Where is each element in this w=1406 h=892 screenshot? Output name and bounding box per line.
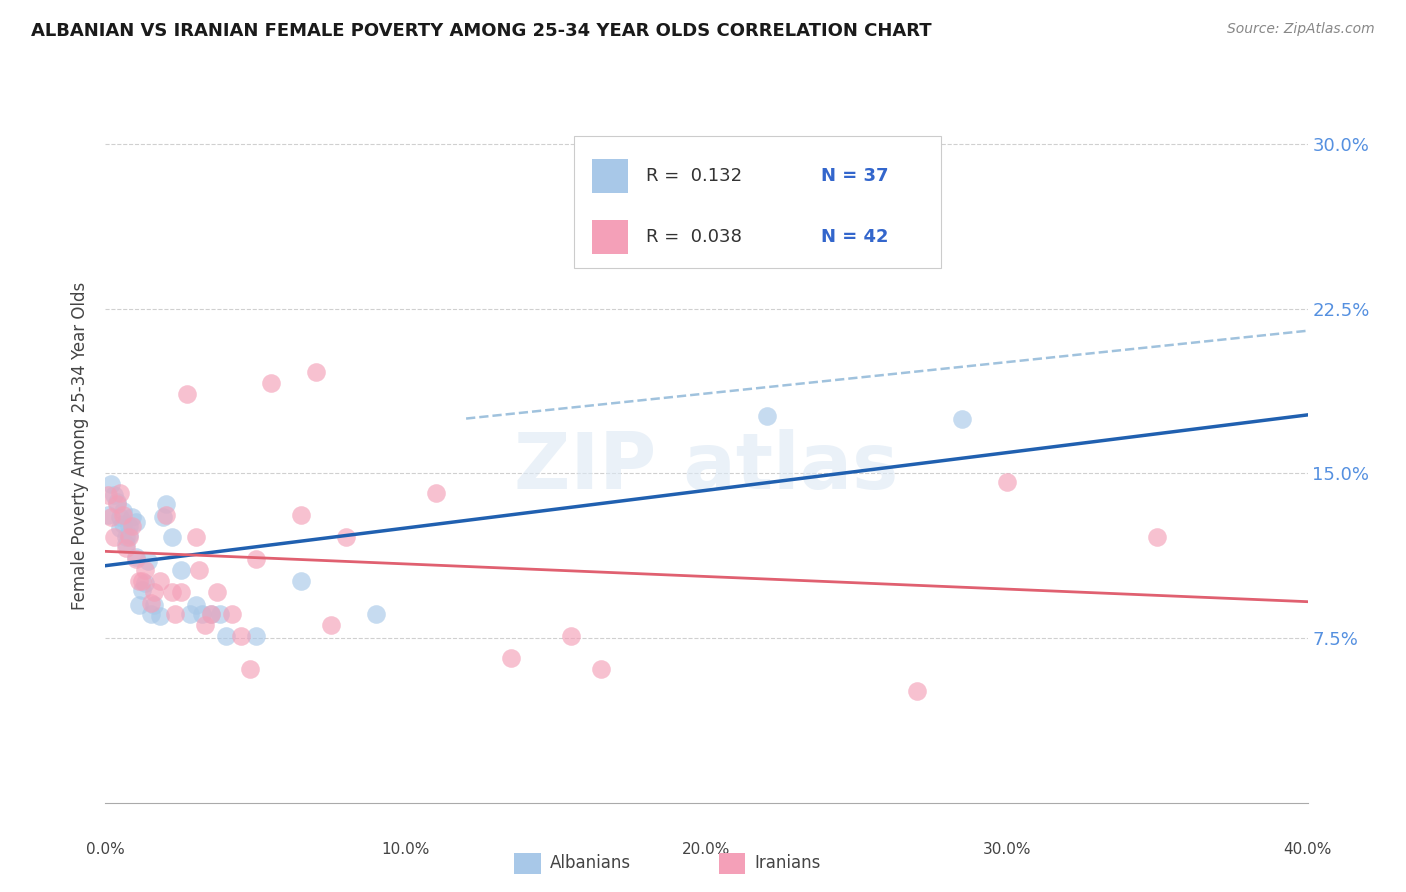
Point [124, 552, 146, 566]
Point [905, 683, 928, 698]
Point [112, 504, 135, 518]
Point [169, 585, 191, 599]
Point [118, 528, 141, 542]
Point [115, 537, 138, 551]
Point [245, 629, 267, 643]
Point [97, 508, 120, 523]
Point [103, 488, 125, 502]
Text: 40.0%: 40.0% [1284, 842, 1331, 857]
Text: 30.0%: 30.0% [983, 842, 1031, 857]
Point [205, 585, 228, 599]
Point [118, 519, 141, 533]
FancyBboxPatch shape [574, 136, 941, 268]
Point [214, 629, 236, 643]
Point [591, 662, 613, 676]
Point [139, 607, 162, 621]
Text: 0.0%: 0.0% [86, 842, 125, 857]
Point [112, 516, 135, 531]
Point [131, 582, 153, 597]
Point [112, 508, 135, 523]
Point [290, 574, 312, 588]
Text: R =  0.132: R = 0.132 [647, 168, 742, 186]
Point [995, 475, 1018, 490]
Point [155, 508, 177, 523]
Point [115, 530, 138, 544]
Point [239, 662, 262, 676]
Text: Albanians: Albanians [550, 855, 631, 872]
Text: N = 37: N = 37 [821, 168, 889, 186]
Point [110, 521, 132, 535]
Point [364, 607, 387, 621]
Point [305, 366, 328, 380]
Point [134, 576, 156, 591]
Point [208, 607, 231, 621]
Point [107, 497, 129, 511]
Point [136, 554, 159, 568]
Point [950, 411, 973, 425]
Point [179, 607, 201, 621]
Point [169, 563, 191, 577]
Point [110, 510, 132, 524]
Point [121, 519, 143, 533]
Point [110, 486, 132, 500]
Point [103, 530, 125, 544]
Point [131, 574, 153, 588]
Point [160, 585, 183, 599]
Text: N = 42: N = 42 [821, 228, 889, 246]
Point [152, 510, 174, 524]
Point [245, 552, 267, 566]
Point [142, 585, 165, 599]
Point [128, 574, 150, 588]
Point [501, 651, 523, 665]
Point [107, 495, 129, 509]
Point [290, 508, 312, 523]
Point [100, 477, 122, 491]
Point [134, 563, 156, 577]
Point [160, 530, 183, 544]
Point [200, 607, 222, 621]
Point [184, 530, 207, 544]
Text: ZIP atlas: ZIP atlas [515, 429, 898, 506]
Point [335, 530, 357, 544]
Text: ALBANIAN VS IRANIAN FEMALE POVERTY AMONG 25-34 YEAR OLDS CORRELATION CHART: ALBANIAN VS IRANIAN FEMALE POVERTY AMONG… [31, 22, 932, 40]
Point [100, 510, 122, 524]
Point [142, 598, 165, 612]
Point [124, 515, 146, 529]
Point [121, 510, 143, 524]
Point [155, 497, 177, 511]
Point [187, 563, 209, 577]
Point [755, 409, 778, 424]
Point [194, 618, 217, 632]
Point [319, 618, 342, 632]
Point [1146, 530, 1168, 544]
Bar [718, 853, 745, 874]
Bar [592, 159, 628, 194]
Text: 20.0%: 20.0% [682, 842, 731, 857]
Point [115, 541, 138, 555]
Text: 10.0%: 10.0% [382, 842, 430, 857]
Point [128, 598, 150, 612]
Bar [592, 219, 628, 254]
Point [229, 629, 252, 643]
Point [200, 607, 222, 621]
Text: Source: ZipAtlas.com: Source: ZipAtlas.com [1227, 22, 1375, 37]
Point [148, 574, 170, 588]
Point [184, 598, 207, 612]
Text: R =  0.038: R = 0.038 [647, 228, 742, 246]
Point [118, 530, 141, 544]
Point [260, 376, 283, 391]
Point [163, 607, 186, 621]
Point [176, 387, 198, 401]
Y-axis label: Female Poverty Among 25-34 Year Olds: Female Poverty Among 25-34 Year Olds [72, 282, 90, 610]
Point [148, 609, 170, 624]
Point [97, 488, 120, 502]
Point [139, 596, 162, 610]
Point [560, 629, 582, 643]
Point [221, 607, 243, 621]
Point [190, 607, 212, 621]
Text: Iranians: Iranians [755, 855, 821, 872]
Point [425, 486, 447, 500]
Bar [515, 853, 541, 874]
Point [124, 549, 146, 564]
